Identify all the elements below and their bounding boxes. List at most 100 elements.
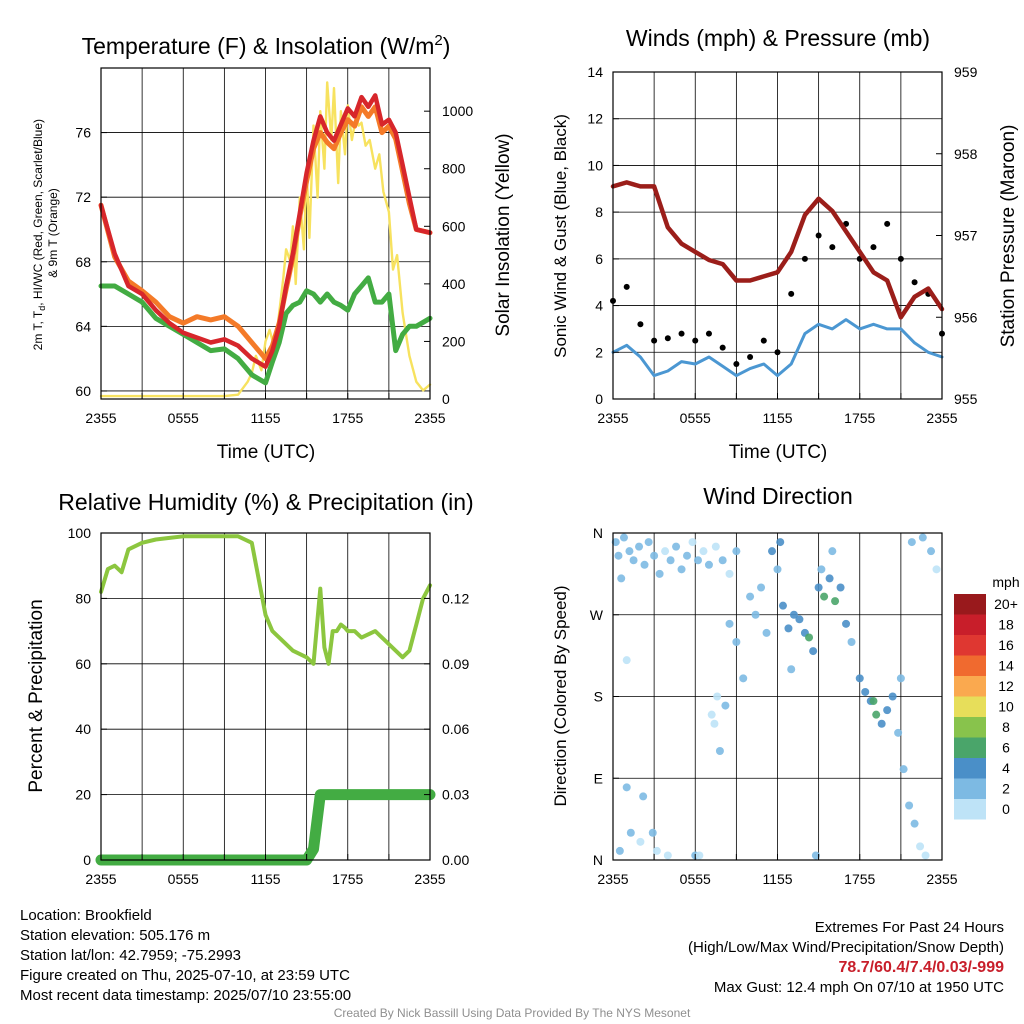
wind-tick-labels: 2355 0555 1155 1755 2355 0 2 4 6 8 10 12 14 955 956 957…	[587, 64, 977, 426]
time-tick-label: 1755	[332, 871, 363, 887]
direction-point	[721, 701, 730, 710]
right-tick-label: 0.12	[442, 590, 469, 606]
direction-point	[725, 569, 734, 578]
station-info: Location: Brookfield Station elevation: …	[20, 906, 351, 1006]
temperature-series	[98, 81, 433, 398]
direction-tick-labels: 2355 0555 1155 1755 2355 N W S E N	[590, 525, 958, 887]
left-tick-label: 60	[75, 656, 91, 672]
direction-point	[795, 615, 804, 624]
direction-point	[655, 569, 664, 578]
time-tick-label: 2355	[926, 871, 957, 887]
station-elevation: Station elevation: 505.176 m	[20, 927, 211, 944]
station-location: Location: Brookfield	[20, 907, 152, 924]
direction-point	[820, 592, 829, 601]
temperature-panel: Temperature (F) & Insolation (W/m2) 2355…	[31, 32, 514, 463]
direction-point	[762, 628, 771, 637]
left-tick-label: 4	[595, 298, 603, 314]
direction-point	[652, 846, 661, 855]
direction-point	[732, 638, 741, 646]
direction-point	[905, 801, 914, 810]
gust-point	[692, 337, 699, 344]
direction-point	[778, 601, 787, 610]
max-gust: Max Gust: 12.4 mph On 07/10 at 1950 UTC	[713, 979, 1004, 996]
direction-point	[809, 647, 818, 656]
direction-point	[688, 538, 697, 547]
colorbar-swatch	[954, 676, 986, 697]
direction-point	[617, 574, 626, 583]
gust-point	[829, 244, 836, 251]
direction-point	[847, 638, 856, 646]
sonic-wind-line	[611, 318, 944, 378]
colorbar-swatch	[954, 655, 986, 676]
direction-point	[639, 792, 648, 801]
direction-point	[932, 565, 941, 574]
left-tick-label: W	[590, 607, 604, 623]
solar-insolation-line	[99, 81, 432, 398]
direction-point	[907, 538, 916, 547]
colorbar-swatch	[954, 717, 986, 738]
direction-point	[828, 547, 837, 556]
left-tick-label: 0	[595, 391, 603, 407]
direction-point	[683, 551, 692, 560]
direction-point	[650, 551, 659, 560]
direction-point	[672, 542, 681, 551]
temperature-line	[98, 93, 433, 369]
colorbar-label: 8	[1002, 719, 1010, 735]
gust-point	[788, 290, 795, 297]
time-tick-label: 2355	[597, 410, 628, 426]
gust-point	[651, 337, 658, 344]
direction-point	[614, 551, 623, 560]
direction-point	[718, 556, 727, 565]
direction-point	[622, 656, 631, 665]
left-tick-label: 14	[587, 64, 603, 80]
direction-point	[661, 547, 670, 556]
extremes-subtitle: (High/Low/Max Wind/Precipitation/Snow De…	[688, 939, 1004, 956]
colorbar-label: 4	[1002, 760, 1010, 776]
left-tick-label: 2	[595, 344, 603, 360]
station-pressure-line	[610, 180, 945, 320]
temperature-tick-labels: 2355 0555 1155 1755 2355 60 64 68 72 76 0 200 400 600…	[75, 103, 473, 426]
colorbar-label: 16	[998, 637, 1014, 653]
direction-point	[611, 538, 620, 547]
humidity-gridlines	[101, 532, 430, 861]
solar-tick-label: 800	[442, 161, 466, 177]
direction-point	[715, 747, 724, 755]
left-tick-label: 10	[587, 157, 603, 173]
direction-point	[725, 619, 734, 628]
direction-point	[615, 846, 624, 855]
left-tick-label: 8	[595, 204, 603, 220]
time-tick-label: 1755	[844, 871, 875, 887]
direction-point	[855, 674, 864, 683]
colorbar-label: 0	[1002, 801, 1010, 817]
gust-point	[719, 344, 726, 351]
colorbar-label: 6	[1002, 740, 1010, 756]
right-tick-label: 0.03	[442, 787, 469, 803]
direction-point	[921, 851, 930, 860]
direction-point	[910, 819, 919, 828]
direction-point	[619, 533, 628, 542]
left-tick-label: 60	[75, 383, 91, 399]
humidity-panel: Relative Humidity (%) & Precipitation (i…	[26, 489, 474, 887]
colorbar-label: 18	[998, 617, 1014, 633]
gust-point	[911, 279, 918, 286]
colorbar-label: 14	[998, 658, 1014, 674]
direction-point	[814, 583, 823, 592]
wind-pressure-panel: Winds (mph) & Pressure (mb) 2355 0555 1155…	[551, 25, 1019, 463]
left-tick-label: 6	[595, 251, 603, 267]
direction-point	[644, 538, 653, 547]
direction-point	[811, 851, 820, 860]
direction-axis-label: Direction (Colored By Speed)	[551, 585, 570, 806]
temperature-right-axis-label: Solar Insolation (Yellow)	[493, 133, 514, 336]
direction-point	[869, 697, 878, 706]
colorbar-swatch	[954, 594, 986, 615]
direction-point	[861, 687, 870, 696]
colorbar-swatch	[954, 737, 986, 758]
time-tick-label: 1155	[762, 871, 792, 887]
colorbar-swatch	[954, 778, 986, 799]
time-tick-label: 1155	[250, 410, 280, 426]
wind-direction-panel-title: Wind Direction	[703, 483, 853, 509]
wind-pressure-panel-title: Winds (mph) & Pressure (mb)	[626, 25, 930, 51]
direction-point	[916, 842, 925, 851]
direction-point	[888, 692, 897, 701]
direction-point	[635, 542, 644, 551]
